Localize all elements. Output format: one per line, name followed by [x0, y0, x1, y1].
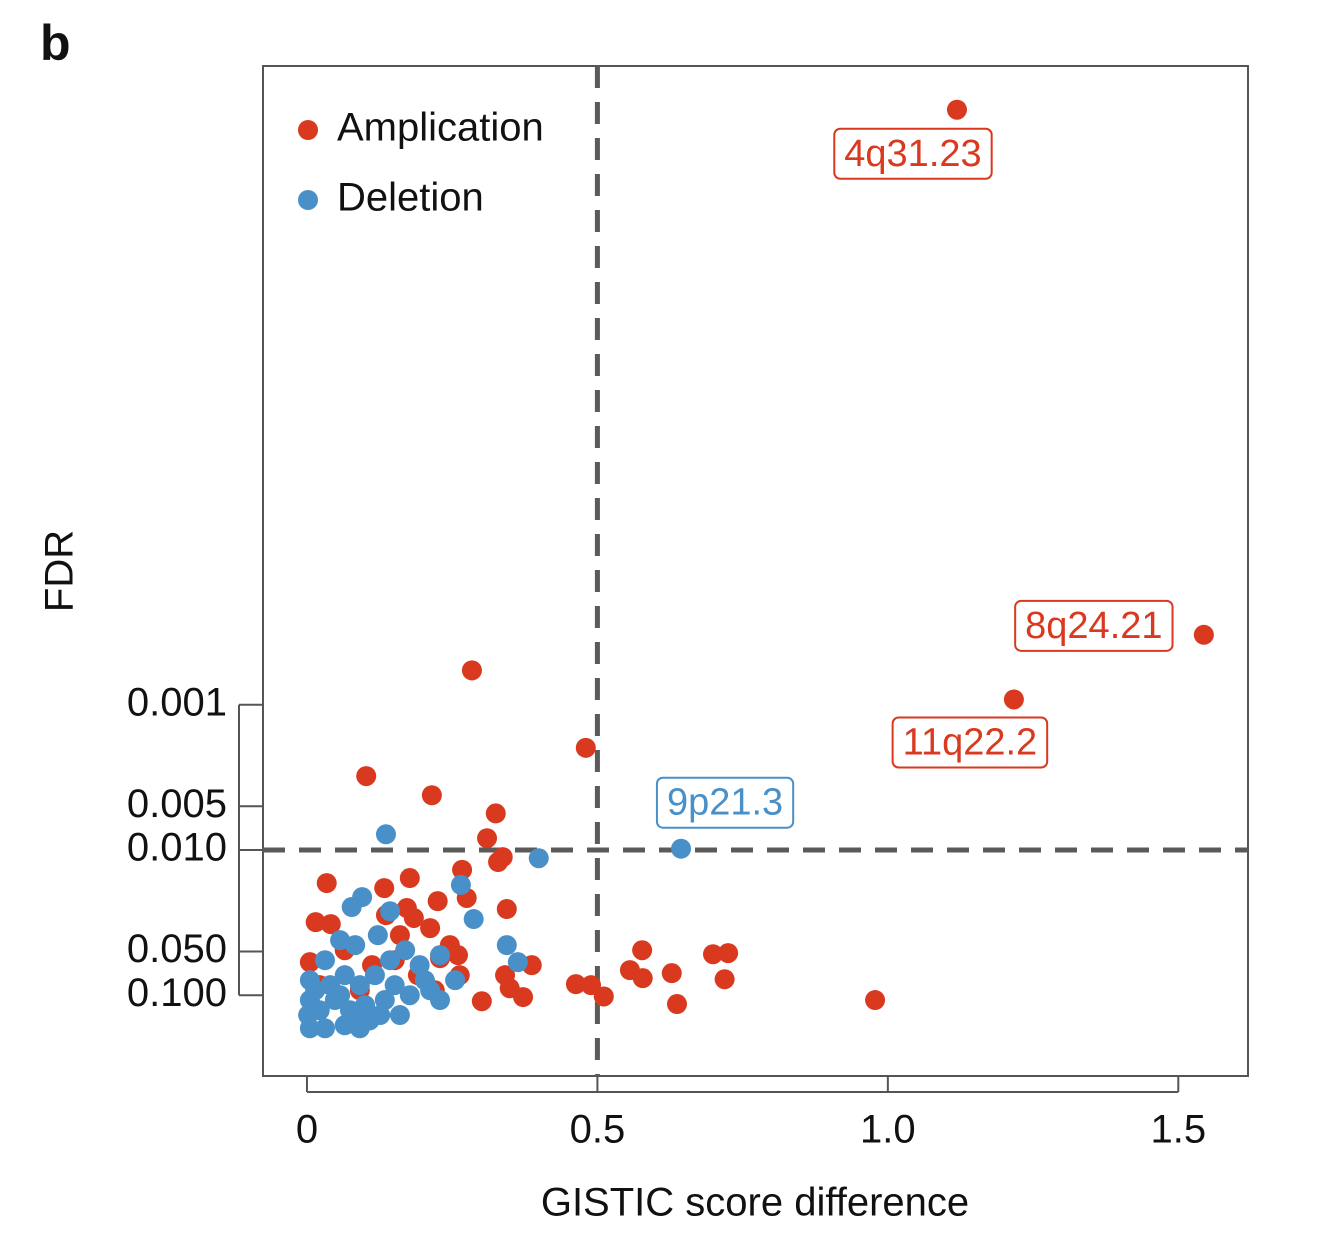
- legend-label: Deletion: [337, 176, 484, 220]
- point-label-box: [833, 127, 993, 180]
- point: [305, 980, 326, 1001]
- point: [429, 945, 450, 966]
- x-tick-label: 0.5: [570, 1108, 626, 1152]
- point: [367, 925, 388, 946]
- y-tick-label: 0.001: [127, 680, 227, 724]
- x-axis-title: GISTIC score difference: [541, 1181, 969, 1225]
- point: [445, 970, 466, 991]
- point: [345, 935, 366, 956]
- point: [513, 987, 534, 1008]
- y-tick-label: 0.005: [127, 782, 227, 826]
- y-axis-title: FDR: [38, 530, 82, 612]
- point: [374, 878, 395, 899]
- point: [1003, 689, 1024, 710]
- point: [488, 851, 509, 872]
- point: [865, 990, 886, 1011]
- point: [356, 766, 377, 787]
- point: [632, 940, 653, 961]
- point: [399, 868, 420, 889]
- point-label: 4q31.23: [844, 133, 981, 175]
- point: [403, 907, 424, 928]
- point: [375, 824, 396, 845]
- point: [471, 991, 492, 1012]
- point: [496, 935, 517, 956]
- y-tick-label: 0.050: [127, 927, 227, 971]
- point-label-box: [891, 716, 1049, 769]
- point: [389, 925, 410, 946]
- point: [409, 955, 430, 976]
- point: [477, 828, 498, 849]
- legend-marker: [298, 190, 318, 210]
- point: [461, 660, 482, 681]
- point: [565, 974, 586, 995]
- point-label: 8q24.21: [1025, 605, 1162, 647]
- point: [380, 901, 401, 922]
- x-tick-label: 1.5: [1150, 1108, 1206, 1152]
- point: [448, 945, 469, 966]
- point: [496, 899, 517, 920]
- point: [528, 848, 549, 869]
- point: [575, 737, 596, 758]
- point: [374, 990, 395, 1011]
- point: [314, 1018, 335, 1039]
- point: [380, 950, 401, 971]
- point-label-box: [655, 776, 795, 829]
- point: [420, 980, 441, 1001]
- plot-frame: [262, 65, 1249, 1077]
- point: [389, 1005, 410, 1026]
- point: [507, 952, 528, 973]
- point: [666, 994, 687, 1015]
- point: [399, 985, 420, 1006]
- legend-marker: [298, 120, 318, 140]
- point: [671, 838, 692, 859]
- point: [384, 975, 405, 996]
- point: [299, 952, 320, 973]
- point: [364, 965, 385, 986]
- x-tick-label: 0: [296, 1108, 318, 1152]
- point: [421, 785, 442, 806]
- point: [946, 99, 967, 120]
- point: [714, 969, 735, 990]
- legend-label: Amplication: [337, 106, 544, 150]
- point: [349, 975, 370, 996]
- point: [316, 873, 337, 894]
- point: [395, 940, 416, 961]
- point: [450, 874, 471, 895]
- y-tick-label: 0.010: [127, 826, 227, 870]
- point: [703, 944, 724, 965]
- point: [320, 914, 341, 935]
- point-label: 11q22.2: [903, 722, 1038, 764]
- point: [427, 891, 448, 912]
- point: [593, 986, 614, 1007]
- point: [330, 985, 351, 1006]
- point: [305, 912, 326, 933]
- point: [352, 887, 373, 908]
- point: [334, 965, 355, 986]
- point: [632, 968, 653, 989]
- point: [345, 1005, 366, 1026]
- panel-label: b: [40, 15, 71, 71]
- point: [314, 950, 335, 971]
- point: [299, 1018, 320, 1039]
- point: [463, 909, 484, 930]
- point: [718, 943, 739, 964]
- point-label: 9p21.3: [667, 782, 783, 824]
- point: [1193, 624, 1214, 645]
- point: [330, 930, 351, 951]
- point: [452, 859, 473, 880]
- x-tick-label: 1.0: [860, 1108, 916, 1152]
- y-tick-label: 0.100: [127, 971, 227, 1015]
- point: [485, 803, 506, 824]
- point-label-box: [1014, 599, 1174, 652]
- point: [661, 963, 682, 984]
- point: [420, 918, 441, 939]
